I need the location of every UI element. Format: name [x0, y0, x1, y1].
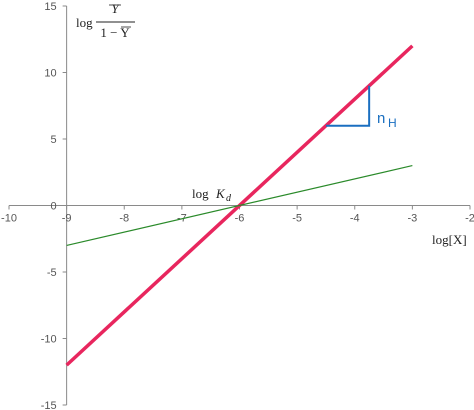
- y-tick-label: 15: [44, 1, 56, 13]
- kd-label-log: log: [192, 186, 209, 201]
- y-ticks: -15 -10 -5 0 5 10 15: [41, 1, 67, 410]
- x-tick-label: -8: [119, 213, 129, 225]
- y-tick-label: 5: [51, 134, 57, 146]
- x-tick-label: -9: [62, 213, 72, 225]
- x-axis-label: log[X]: [432, 232, 467, 247]
- kd-label-sub: d: [226, 193, 232, 204]
- y-label-numerator: Y: [111, 1, 120, 16]
- shallow-line: [66, 165, 413, 246]
- x-tick-label: -6: [235, 213, 245, 225]
- y-tick-label: 10: [44, 68, 56, 80]
- kd-label-k: K: [215, 186, 226, 201]
- hill-label-n: n: [377, 110, 385, 127]
- y-tick-label: 0: [51, 201, 57, 213]
- hill-triangle-legs: [325, 85, 371, 127]
- y-label-denominator: 1 − Y: [100, 25, 130, 40]
- y-tick-label: -10: [41, 334, 57, 346]
- kd-annotation: log K d: [192, 186, 232, 204]
- y-axis-label: log Y 1 − Y: [76, 1, 135, 40]
- hill-label: n H: [377, 110, 397, 130]
- x-tick-label: -10: [1, 213, 17, 225]
- y-tick-label: -5: [47, 267, 57, 279]
- hill-triangle: [325, 85, 371, 127]
- y-tick-label: -15: [41, 400, 57, 410]
- y-label-log: log: [76, 15, 93, 30]
- hill-label-sub: H: [388, 116, 397, 130]
- series-lines: [65, 44, 414, 367]
- x-tick-label: -5: [292, 213, 302, 225]
- x-tick-label: -4: [350, 213, 360, 225]
- x-tick-label: -3: [407, 213, 417, 225]
- x-tick-label: -2: [465, 213, 474, 225]
